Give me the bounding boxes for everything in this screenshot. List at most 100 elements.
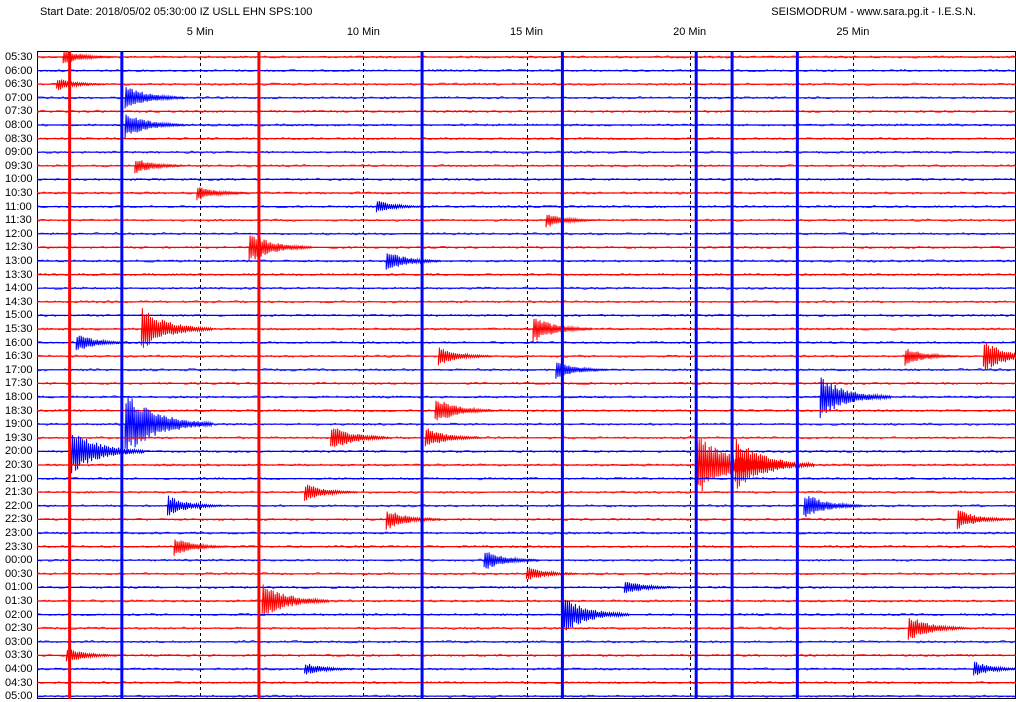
seismic-event [385, 511, 442, 530]
row-time-label: 13:30 [5, 268, 33, 281]
row-time-label: 10:30 [5, 187, 33, 199]
seismic-event [982, 342, 1016, 371]
row-time-label: 12:00 [5, 227, 33, 240]
trace-noise [37, 449, 1016, 454]
row-time-label: 11:00 [5, 200, 32, 213]
row-time-label: 12:30 [5, 241, 33, 254]
trace-noise [37, 354, 1016, 358]
trace-noise [37, 517, 1016, 522]
trace-noise [37, 640, 1016, 644]
trace-noise [37, 490, 1016, 494]
row-time-label: 02:00 [5, 608, 33, 621]
seismic-event [134, 160, 187, 174]
trace-noise [37, 55, 1016, 59]
row-time-label: 09:30 [5, 159, 33, 172]
seismic-event [819, 377, 892, 419]
trace-noise [37, 68, 1016, 73]
row-time-label: 22:30 [5, 513, 33, 526]
seismic-event [434, 400, 495, 421]
trace-noise [37, 313, 1016, 318]
trace-noise [37, 381, 1016, 386]
row-time-label: 22:00 [5, 499, 33, 512]
seismic-event [904, 349, 959, 366]
seismic-event [526, 567, 578, 580]
row-time-label: 15:30 [5, 323, 33, 335]
trace-noise [37, 164, 1016, 168]
seismic-event [561, 599, 630, 631]
trace-noise [37, 109, 1016, 114]
row-time-label: 19:00 [5, 418, 33, 431]
row-time-label: 07:00 [5, 91, 33, 104]
trace-noise [37, 626, 1016, 630]
row-time-label: 03:00 [5, 635, 33, 648]
trace-noise [37, 177, 1016, 182]
row-time-label: 23:00 [5, 527, 33, 539]
x-tick-label: 20 Min [673, 26, 707, 38]
seismic-event [167, 495, 223, 516]
row-time-label: 15:00 [5, 309, 33, 322]
trace-noise [37, 218, 1016, 222]
seismic-event [304, 484, 358, 501]
trace-noise [37, 232, 1016, 236]
row-time-label: 10:00 [5, 173, 33, 186]
seismic-event [65, 648, 118, 662]
trace-noise [37, 463, 1016, 467]
source-credit-header: SEISMODRUM - www.sara.pg.it - I.E.S.N. [771, 6, 976, 18]
trace-noise [37, 137, 1016, 141]
row-time-label: 14:00 [5, 282, 33, 295]
row-time-label: 08:00 [5, 119, 33, 131]
row-time-label: 18:00 [5, 391, 33, 403]
seismic-event [483, 552, 540, 569]
row-time-label: 01:00 [5, 581, 33, 594]
trace-noise [37, 272, 1016, 277]
trace-noise [37, 667, 1016, 671]
trace-noise [37, 205, 1016, 209]
trace-noise [37, 436, 1016, 440]
row-time-label: 01:30 [5, 595, 33, 607]
seismic-event [623, 581, 676, 593]
trace-noise [37, 653, 1016, 658]
row-time-label: 17:30 [5, 377, 33, 390]
trace-noise [37, 694, 1016, 698]
row-time-label: 03:30 [5, 649, 33, 662]
x-tick-label: 5 Min [186, 26, 214, 38]
trace-noise [37, 572, 1016, 576]
seismic-event [424, 428, 481, 447]
trace-noise [37, 408, 1016, 413]
seismic-event [56, 79, 106, 91]
row-time-label: 00:00 [5, 554, 33, 567]
x-tick-label: 15 Min [509, 26, 544, 38]
row-time-label: 08:30 [5, 132, 33, 145]
seismic-event [545, 214, 598, 228]
seismic-event [304, 663, 354, 675]
seismic-event [140, 308, 213, 348]
seismic-event [803, 496, 864, 518]
trace-noise [37, 82, 1016, 86]
seismic-event [907, 617, 968, 640]
seismic-event [75, 335, 130, 351]
seismic-event [173, 539, 228, 556]
seismic-event [330, 428, 391, 447]
seismic-event [196, 187, 249, 201]
trace-noise [37, 259, 1016, 263]
seismic-event [124, 87, 185, 109]
trace-noise [37, 96, 1016, 100]
row-time-label: 20:30 [5, 459, 33, 471]
trace-noise [37, 150, 1016, 154]
row-time-label: 14:30 [5, 295, 33, 308]
trace-noise [37, 476, 1015, 481]
row-time-label: 04:30 [5, 676, 33, 689]
seismic-event [124, 114, 185, 138]
seismic-event [261, 584, 330, 617]
seismic-event [375, 200, 426, 213]
start-date-header: Start Date: 2018/05/02 05:30:00 IZ USLL … [40, 6, 313, 18]
trace-noise [37, 341, 1016, 345]
trace-noise [37, 368, 1016, 372]
row-time-label: 23:30 [5, 540, 33, 553]
row-time-label: 06:30 [5, 78, 33, 91]
trace-noise [37, 585, 1016, 589]
row-time-label: 07:30 [5, 105, 33, 118]
trace-noise [37, 286, 1016, 290]
row-time-label: 18:30 [5, 404, 33, 417]
